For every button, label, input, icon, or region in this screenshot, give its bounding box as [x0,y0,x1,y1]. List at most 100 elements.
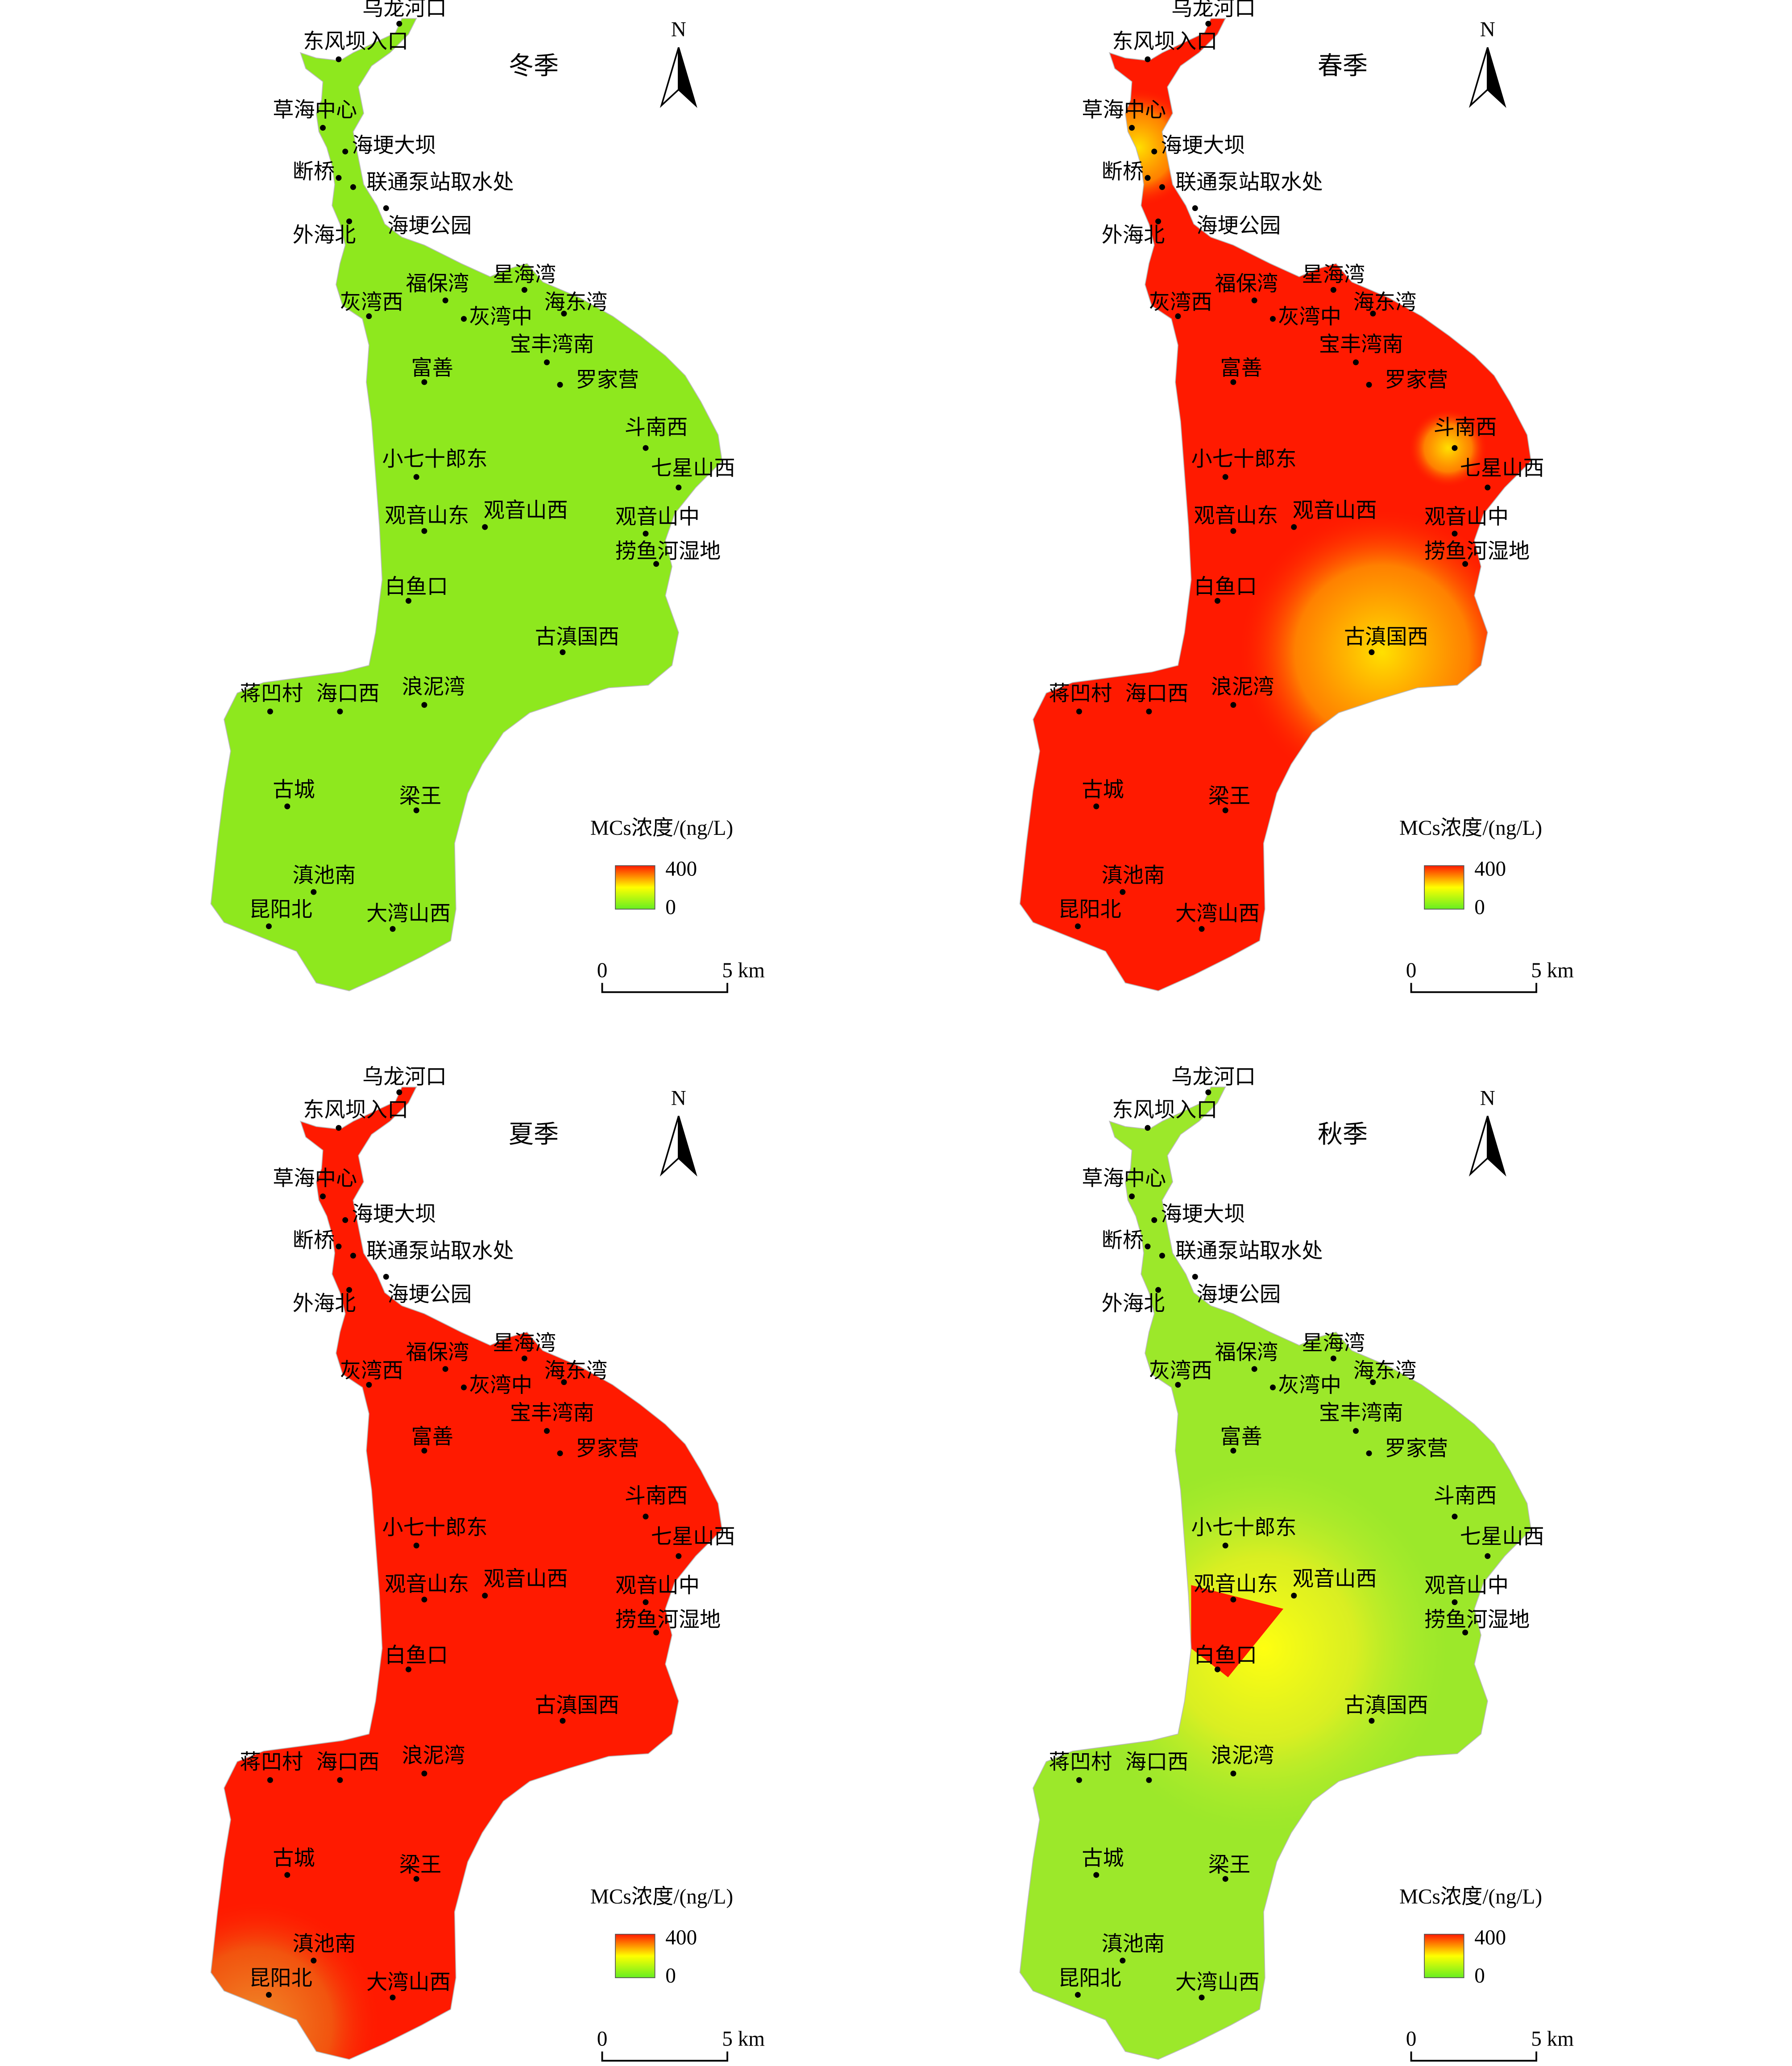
station-label: 罗家营 [1385,369,1448,392]
station-label: 斗南西 [1434,416,1497,439]
station-dot [346,218,353,224]
station-dot [1151,149,1157,155]
station-dot [1353,359,1359,365]
station-label: 浪泥湾 [1211,675,1274,699]
station-dot [396,1089,402,1095]
station-dot [337,709,343,715]
station-label: 福保湾 [1215,1340,1278,1364]
station-label: 滇池南 [293,864,356,887]
season-title: 夏季 [509,1121,559,1149]
station-dot [413,1543,419,1549]
station-dot [1452,1599,1458,1606]
station-label: 梁王 [1208,1854,1250,1877]
station-label: 大湾山西 [366,902,451,925]
station-dot [643,1514,649,1520]
station-dot [1074,923,1081,929]
station-label: 海东湾 [544,1359,608,1383]
legend-ramp [615,865,655,910]
legend-min: 0 [1474,896,1485,919]
station-dot [1093,1872,1099,1878]
station-dot [521,287,527,293]
legend-title: MCs浓度/(ng/L) [1399,817,1542,840]
lake-fill [211,18,722,991]
station-dot [390,926,396,932]
station-dot [676,1553,682,1559]
station-label: 白鱼口 [1194,576,1257,599]
concentration-hotspot [1191,1585,1284,1677]
station-label: 梁王 [1208,785,1250,808]
station-label: 外海北 [293,1292,356,1315]
station-dot [1369,1718,1375,1724]
station-label: 海口西 [1125,1751,1189,1774]
station-label: 灰湾中 [1278,305,1341,328]
station-dot [336,56,342,62]
north-arrow-right [1487,1116,1506,1177]
station-dot [1452,445,1458,451]
station-label: 滇池南 [1102,864,1165,887]
station-label: 断桥 [293,1229,335,1252]
station-label: 宝丰湾南 [510,332,594,356]
legend-ramp [1424,865,1464,910]
station-dot [521,1355,527,1361]
station-dot [421,379,427,385]
station-label: 宝丰湾南 [1319,1401,1403,1425]
station-dot [396,21,402,27]
station-label: 联通泵站取水处 [366,171,514,194]
station-label: 星海湾 [493,1332,556,1355]
station-label: 古城 [273,1847,315,1870]
station-label: 蒋凹村 [1049,1751,1112,1774]
station-dot [311,889,317,895]
station-label: 罗家营 [576,1437,639,1460]
station-label: 草海中心 [273,99,357,122]
station-dot [1230,702,1236,708]
station-label: 海口西 [316,682,380,705]
station-dot [1145,175,1151,181]
station-label: 白鱼口 [385,576,448,599]
station-label: 小七十郎东 [1191,448,1296,471]
station-dot [1074,1992,1081,1998]
station-dot [336,1125,342,1131]
station-label: 小七十郎东 [382,448,487,471]
station-label: 富善 [411,357,453,380]
station-dot [1291,1593,1297,1599]
station-label: 海埂大坝 [1161,134,1245,158]
station-dot [421,1448,427,1454]
lake-fill [1020,18,1531,991]
scale-start: 0 [1406,2028,1417,2051]
station-dot [643,1599,649,1606]
station-label: 草海中心 [273,1167,357,1191]
station-label: 昆阳北 [249,898,312,921]
station-label: 白鱼口 [1194,1644,1257,1667]
scale-end: 5 km [722,2028,765,2051]
season-title: 春季 [1318,52,1368,80]
station-label: 断桥 [293,161,335,184]
station-dot [1230,1597,1236,1603]
station-dot [413,474,419,480]
station-label: 外海北 [1102,224,1165,247]
station-dot [421,1770,427,1776]
station-label: 大湾山西 [1175,1971,1260,1994]
station-label: 观音山西 [484,1568,568,1591]
station-label: 滇池南 [1102,1933,1165,1956]
concentration-hotspot [1408,408,1488,488]
station-dot [442,297,448,303]
scale-bar [601,2051,728,2062]
station-dot [1175,1381,1181,1388]
station-label: 观音山中 [615,506,700,529]
season-title: 秋季 [1318,1121,1368,1149]
station-label: 蒋凹村 [240,1751,303,1774]
lake-fill [211,1087,722,2060]
north-arrow-left [660,47,680,108]
legend-title: MCs浓度/(ng/L) [590,817,733,840]
station-dot [1129,124,1135,131]
station-dot [336,175,342,181]
station-label: 古城 [1082,1847,1124,1870]
station-dot [1175,313,1181,319]
station-dot [561,311,567,317]
station-dot [544,359,550,365]
legend-title: MCs浓度/(ng/L) [1399,1885,1542,1908]
legend-max: 400 [665,858,697,881]
legend-min: 0 [665,1964,676,1987]
station-label: 断桥 [1102,161,1144,184]
